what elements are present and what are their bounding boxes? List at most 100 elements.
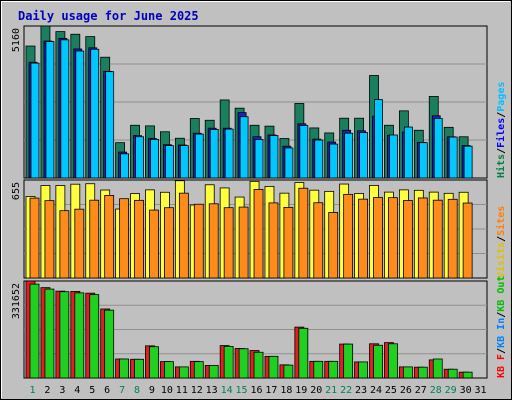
- bar-sites: [104, 195, 115, 279]
- x-tick-label: 8: [134, 385, 140, 396]
- x-tick-label: 16: [250, 385, 262, 396]
- bar-sites: [253, 189, 264, 279]
- legend-middle: Visits/Sites: [495, 206, 507, 278]
- bar-sites: [164, 207, 174, 279]
- bar-sites: [134, 199, 144, 279]
- legend-separator: /: [496, 112, 507, 118]
- x-tick-label: 3: [59, 385, 65, 396]
- x-tick-label: 11: [176, 385, 188, 396]
- legend-separator: /: [496, 312, 507, 318]
- bar-sites: [193, 203, 204, 279]
- x-tick-label: 21: [325, 385, 337, 396]
- x-tick-label: 15: [236, 385, 248, 396]
- bar-pages: [224, 128, 234, 179]
- x-tick-label: 12: [191, 385, 203, 396]
- bar-pages: [179, 145, 189, 179]
- bar-kb-out: [253, 351, 264, 379]
- x-tick-label: 7: [119, 385, 125, 396]
- bar-kb-out: [59, 291, 70, 379]
- bar-pages: [75, 50, 85, 179]
- bar-pages: [90, 48, 100, 179]
- bar-sites: [119, 198, 130, 279]
- x-tick-label: 30: [460, 385, 472, 396]
- bar-kb-out: [193, 361, 204, 379]
- bar-sites: [178, 192, 189, 279]
- bar-pages: [120, 153, 130, 179]
- x-tick-label: 4: [74, 385, 80, 396]
- bar-sites: [283, 206, 294, 279]
- bar-pages: [60, 39, 70, 179]
- x-tick-label: 25: [385, 385, 397, 396]
- bar-sites: [447, 198, 458, 279]
- bar-pages: [150, 139, 159, 179]
- bar-sites: [149, 209, 159, 279]
- legend-separator: /: [496, 348, 507, 354]
- bar-kb-out: [402, 366, 413, 379]
- x-tick-label: 17: [265, 385, 277, 396]
- bar-pages: [135, 136, 144, 179]
- bar-kb-out: [178, 366, 189, 379]
- x-tick-label: 18: [280, 385, 292, 396]
- bar-sites: [29, 197, 40, 279]
- bar-pages: [299, 125, 309, 179]
- bar-pages: [418, 142, 428, 179]
- x-tick-label: 9: [149, 385, 155, 396]
- x-tick-label: 1: [29, 385, 35, 396]
- x-tick-label: 24: [370, 385, 382, 396]
- bar-kb-out: [447, 368, 458, 379]
- x-tick-label: 20: [310, 385, 322, 396]
- bar-kb-out: [417, 366, 428, 379]
- legend-entry: Visits: [495, 242, 507, 278]
- bar-pages: [165, 145, 174, 179]
- bar-kb-out: [119, 358, 130, 379]
- bar-pages: [374, 99, 383, 179]
- bar-kb-out: [283, 364, 294, 379]
- bar-kb-out: [358, 361, 368, 379]
- bar-sites: [343, 193, 354, 279]
- bar-sites: [89, 199, 100, 279]
- legend-entry: Hits: [495, 154, 507, 178]
- x-tick-label: 10: [161, 385, 173, 396]
- bar-sites: [402, 200, 413, 279]
- bar-sites: [59, 210, 70, 279]
- x-tick-label: 27: [415, 385, 427, 396]
- bar-pages: [344, 132, 354, 179]
- bar-sites: [373, 197, 383, 279]
- bar-sites: [388, 197, 398, 279]
- legend-separator: /: [496, 148, 507, 154]
- x-tick-label: 29: [445, 385, 457, 396]
- bar-pages: [389, 134, 398, 179]
- bar-pages: [359, 132, 368, 179]
- x-tick-label: 2: [44, 385, 50, 396]
- legend-entry: KB Out: [496, 276, 507, 312]
- y-max-label: 655: [11, 182, 22, 200]
- bar-sites: [358, 198, 368, 279]
- bar-kb-out: [223, 346, 234, 379]
- bar-pages: [329, 143, 339, 179]
- bar-pages: [269, 135, 279, 179]
- bar-kb-out: [134, 358, 144, 379]
- bar-pages: [194, 133, 204, 179]
- bar-kb-out: [373, 344, 383, 379]
- panel-middle: 655 Visits/Sites: [11, 179, 507, 279]
- chart-title: Daily usage for June 2025: [18, 9, 199, 23]
- bar-sites: [223, 207, 234, 279]
- bar-kb-out: [74, 292, 85, 379]
- x-tick-label: 14: [221, 385, 233, 396]
- bar-kb-out: [388, 343, 398, 379]
- plot-area: 5160Hits/Files/Pages655Visits/Sites33165…: [11, 25, 507, 396]
- x-tick-label: 5: [89, 385, 95, 396]
- legend-entry: KB In: [496, 318, 507, 348]
- bar-pages: [448, 136, 458, 179]
- bar-pages: [209, 128, 219, 179]
- bar-pages: [314, 139, 324, 179]
- bar-kb-out: [462, 371, 473, 379]
- bar-pages: [30, 62, 40, 179]
- legend-separator: /: [496, 236, 507, 242]
- legend-entry: Files: [495, 118, 507, 148]
- bar-kb-out: [268, 355, 279, 379]
- x-tick-label: 13: [206, 385, 218, 396]
- bar-kb-out: [104, 309, 115, 379]
